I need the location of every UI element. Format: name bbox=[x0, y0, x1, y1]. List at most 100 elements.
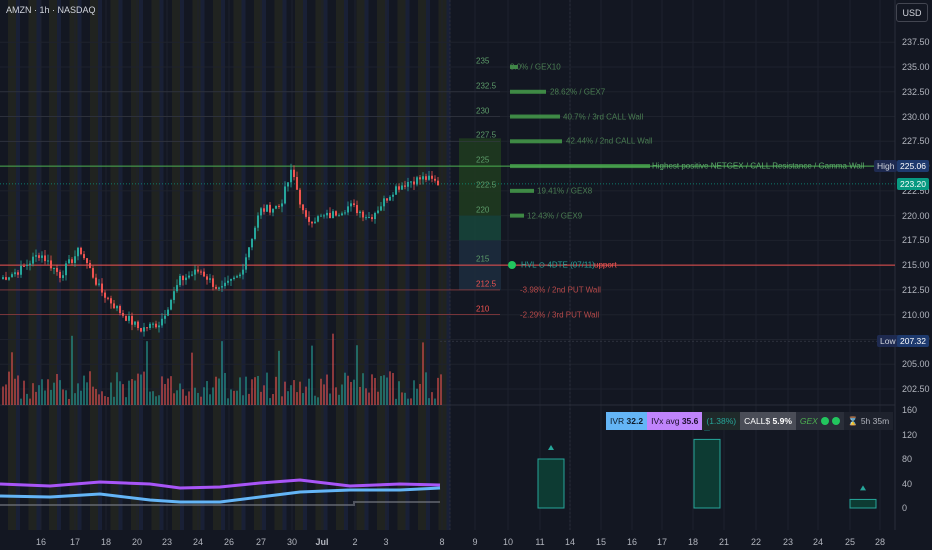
volume-bar bbox=[335, 387, 337, 405]
volume-bar bbox=[26, 393, 28, 405]
time-tick-label: 15 bbox=[595, 537, 607, 547]
candle-body bbox=[398, 186, 400, 190]
volume-bar bbox=[38, 385, 40, 405]
candle-body bbox=[278, 205, 280, 207]
strike-label: 232.5 bbox=[476, 81, 497, 91]
time-tick-label: 8 bbox=[439, 537, 445, 547]
volume-bar bbox=[101, 391, 103, 405]
currency-button[interactable]: USD bbox=[896, 3, 928, 22]
time-tick-label: 27 bbox=[255, 537, 267, 547]
volume-bar bbox=[377, 391, 379, 405]
candle-body bbox=[41, 255, 43, 258]
candle-body bbox=[305, 210, 307, 217]
time-tick-label: 2 bbox=[352, 537, 358, 547]
candle-body bbox=[143, 327, 145, 332]
ivr-badge: IVR 32.2 bbox=[606, 412, 648, 430]
time-tick-label: 25 bbox=[844, 537, 856, 547]
candle-body bbox=[248, 247, 250, 258]
volume-bar bbox=[227, 398, 229, 405]
strike-label: 227.5 bbox=[476, 130, 497, 140]
volume-bar bbox=[188, 391, 190, 405]
gamma-level-label: 12.43% / GEX9 bbox=[527, 211, 583, 221]
candle-body bbox=[8, 277, 10, 280]
volume-bar bbox=[236, 390, 238, 405]
candle-body bbox=[437, 180, 439, 186]
volume-bar bbox=[92, 386, 94, 405]
volume-bar bbox=[98, 394, 100, 405]
volume-bar bbox=[83, 375, 85, 405]
volume-bar bbox=[146, 341, 148, 405]
volume-bar bbox=[17, 375, 19, 405]
candle-body bbox=[311, 221, 313, 224]
symbol-title[interactable]: AMZN · 1h · NASDAQ bbox=[6, 5, 96, 15]
strike-label: 210 bbox=[476, 304, 490, 314]
candle-body bbox=[260, 208, 262, 216]
candle-body bbox=[200, 271, 202, 273]
candle-body bbox=[35, 255, 37, 257]
high-label: High bbox=[874, 160, 898, 172]
time-tick-label: 11 bbox=[535, 537, 545, 547]
volume-bar bbox=[65, 390, 67, 405]
strike-label: 225 bbox=[476, 155, 490, 165]
candle-body bbox=[338, 215, 340, 217]
volume-bar bbox=[404, 392, 406, 405]
candle-body bbox=[404, 185, 406, 187]
candle-body bbox=[191, 274, 193, 276]
candle-body bbox=[47, 260, 49, 262]
volume-bar bbox=[356, 345, 358, 405]
volume-bar bbox=[116, 372, 118, 405]
volume-bar bbox=[248, 393, 250, 405]
time-tick-label: 18 bbox=[100, 537, 112, 547]
volume-bar bbox=[95, 388, 97, 405]
ivr-value: 32.2 bbox=[626, 416, 644, 426]
candle-body bbox=[149, 323, 151, 329]
candle-body bbox=[119, 306, 121, 314]
volume-bar bbox=[53, 382, 55, 405]
volume-bar bbox=[413, 380, 415, 405]
candle-body bbox=[53, 267, 55, 269]
volume-bar bbox=[416, 388, 418, 405]
candle-body bbox=[95, 277, 97, 285]
indicator-status-bar[interactable]: IVR 32.2 IVx avg 35.6 (1.38%) CALL$ 5.9%… bbox=[606, 412, 894, 430]
candle-body bbox=[44, 255, 46, 262]
candle-body bbox=[233, 277, 235, 279]
candle-body bbox=[89, 263, 91, 269]
candle-body bbox=[50, 260, 52, 269]
gamma-level-label: 19.41% / GEX8 bbox=[537, 186, 593, 196]
candle-body bbox=[392, 194, 394, 197]
gex-arrow-up bbox=[860, 485, 866, 491]
time-tick-label: 16 bbox=[626, 537, 638, 547]
volume-bar bbox=[68, 398, 70, 405]
volume-bar bbox=[137, 373, 139, 405]
candle-body bbox=[359, 211, 361, 214]
candle-body bbox=[407, 182, 409, 187]
candle-body bbox=[23, 265, 25, 267]
candle-body bbox=[221, 286, 223, 288]
time-tick-label: 18 bbox=[687, 537, 699, 547]
volume-bar bbox=[140, 374, 142, 405]
price-tick-label: 222.50 bbox=[902, 185, 930, 196]
candle-body bbox=[239, 274, 241, 277]
volume-bar bbox=[392, 373, 394, 405]
volume-bar bbox=[80, 390, 82, 405]
volume-bar bbox=[122, 384, 124, 405]
gex-level-bar bbox=[510, 114, 560, 119]
price-tick-label: 232.50 bbox=[902, 86, 930, 97]
volume-bar bbox=[290, 385, 292, 405]
candle-body bbox=[17, 272, 19, 275]
candle-body bbox=[101, 283, 103, 293]
timer-badge: ⌛ 5h 35m bbox=[843, 412, 894, 430]
volume-bar bbox=[47, 379, 49, 405]
candle-body bbox=[431, 175, 433, 179]
volume-bar bbox=[203, 387, 205, 405]
gex-level-bar bbox=[510, 213, 524, 218]
call-ratio-line bbox=[0, 501, 440, 506]
candle-body bbox=[371, 217, 373, 220]
candle-body bbox=[155, 323, 157, 328]
volume-bar bbox=[221, 341, 223, 405]
time-tick-label: 17 bbox=[656, 537, 668, 547]
low-label: Low bbox=[877, 335, 899, 347]
candle-body bbox=[326, 212, 328, 216]
hvl-support-label: upport bbox=[594, 260, 617, 270]
